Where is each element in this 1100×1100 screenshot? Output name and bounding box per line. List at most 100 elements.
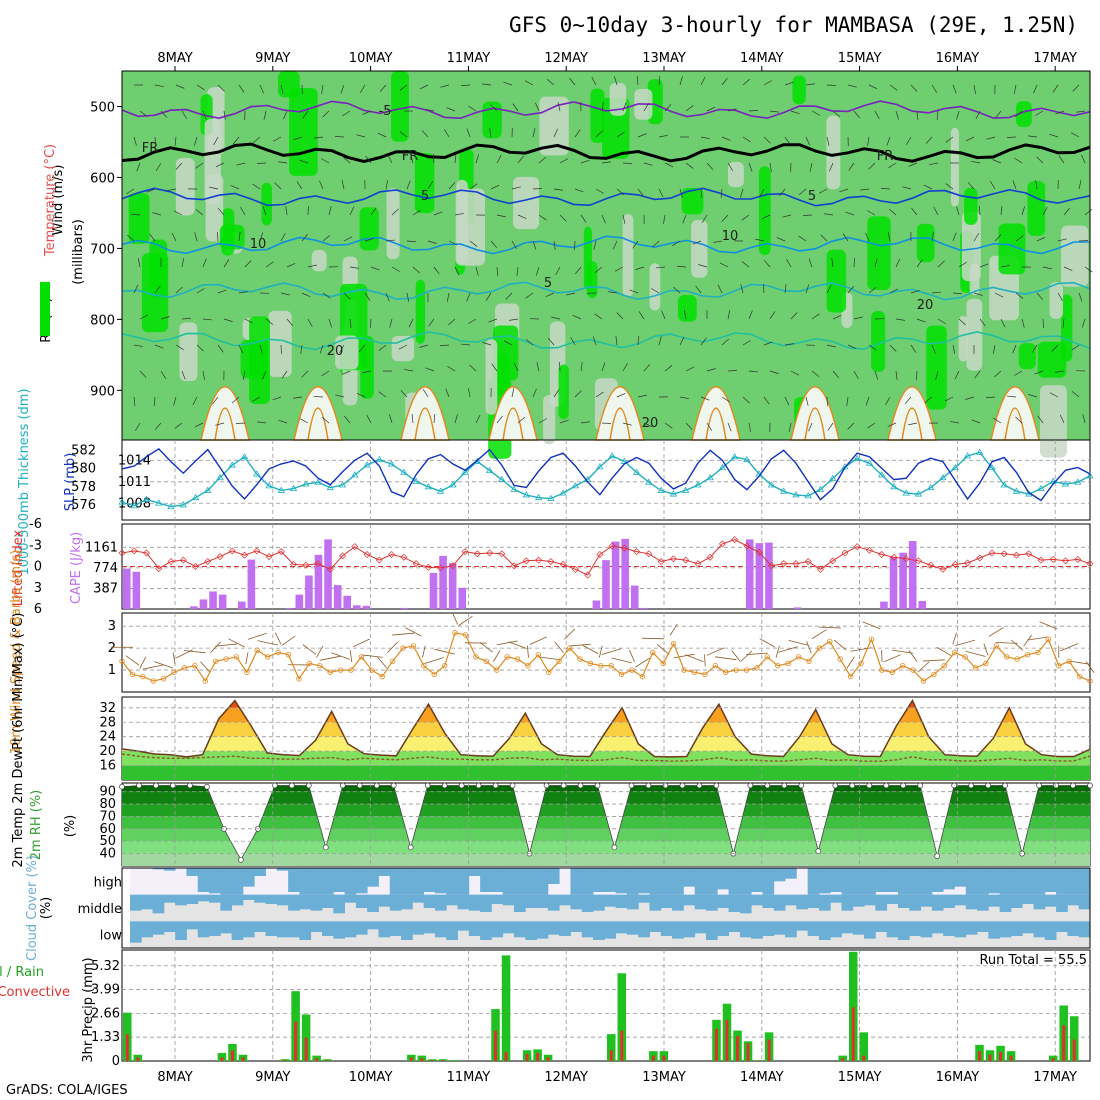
wind-barb	[808, 258, 813, 268]
thickness-marker	[914, 490, 923, 497]
precip-convective-bar	[241, 1057, 245, 1061]
wind-barb	[1051, 344, 1059, 352]
wind-barb	[321, 370, 330, 377]
wind-barb-10m	[377, 656, 388, 669]
wind-barb	[818, 188, 828, 194]
wind-barb	[244, 318, 254, 324]
wind-barb	[383, 110, 393, 114]
wind-barb	[259, 84, 264, 94]
wind-barb	[335, 394, 345, 398]
wind-barb	[319, 180, 324, 190]
rh-marker	[288, 782, 295, 789]
lifted-index-marker	[669, 555, 677, 563]
slp-tick-label: 1011	[118, 475, 151, 490]
wind-barb	[454, 266, 460, 276]
wind-speed-marker	[140, 673, 146, 680]
wind-barb	[1078, 292, 1083, 302]
wind-speed-marker	[473, 654, 479, 660]
wind-barb	[1028, 394, 1038, 398]
wind-barb	[238, 232, 241, 242]
wind-barb	[511, 186, 521, 190]
wind-barb	[425, 367, 435, 372]
precip-convective-bar	[1072, 1039, 1076, 1061]
wind-barb	[496, 154, 502, 164]
wind-barb-10m	[172, 652, 176, 665]
wind-barb-10m	[965, 650, 986, 657]
thickness-marker	[204, 486, 212, 493]
temperature-tick-label: 24	[99, 730, 116, 745]
wind-barb	[874, 370, 879, 380]
wind-barb	[832, 370, 840, 379]
cloud-cover-block	[683, 868, 696, 887]
wind-speed-marker	[504, 654, 510, 660]
cloud-cover-block	[412, 894, 425, 903]
wind-barb	[1012, 180, 1017, 190]
temperature-band	[122, 736, 1090, 752]
wind-barb	[910, 290, 920, 294]
wind-barb	[496, 266, 498, 277]
cloud-cover-block	[988, 868, 1001, 894]
lifted-index-marker	[620, 544, 628, 552]
wind-barb	[839, 188, 849, 193]
wind-barb	[643, 422, 653, 428]
wind-barb	[406, 240, 416, 243]
cloud-cover-block	[220, 868, 233, 895]
wind-barb	[340, 84, 345, 94]
wind-barb	[244, 260, 252, 268]
wind-barb-10m	[1027, 636, 1049, 641]
cloud-cover-block	[220, 894, 233, 911]
top-date-label: 12MAY	[544, 51, 588, 66]
wind-barb	[1049, 392, 1059, 398]
lifted-index-marker	[314, 560, 322, 568]
wind-speed-marker	[889, 669, 895, 675]
wind-barb	[280, 84, 284, 94]
cloud-cover-block	[423, 868, 436, 892]
wind-barb	[1070, 132, 1080, 138]
wind-barb-10m	[184, 650, 206, 654]
wind-barb	[444, 129, 450, 138]
wind-barb	[1013, 84, 1017, 94]
rh-patch	[867, 216, 891, 290]
cloud-layer-label: low	[100, 929, 123, 944]
wind-barb	[880, 188, 891, 190]
bottom-date-label: 14MAY	[740, 1070, 784, 1085]
rh-patch	[205, 174, 224, 242]
cloud-cover-block	[1067, 868, 1080, 895]
wind-barb	[978, 206, 981, 216]
thickness-marker	[216, 473, 224, 481]
thickness-marker	[522, 491, 531, 498]
wind-barb	[931, 344, 936, 354]
cloud-cover-block	[762, 921, 775, 936]
cloud-cover-block	[717, 894, 729, 908]
wind-barb	[559, 419, 569, 424]
wind-barb	[139, 314, 149, 320]
wind-barb	[831, 258, 834, 268]
wind-speed-marker	[847, 673, 854, 680]
wind-barb	[811, 110, 821, 116]
cloud-cover-block	[796, 894, 809, 910]
wind-barb	[695, 285, 702, 294]
wind-barb	[433, 266, 440, 275]
wind-speed-marker	[254, 647, 261, 654]
convective-plume	[200, 386, 250, 441]
wind-barb	[379, 84, 387, 92]
cloud-cover-block	[626, 921, 639, 935]
wind-barb	[265, 318, 274, 325]
wind-barb	[973, 84, 976, 94]
wind-barb	[847, 422, 855, 430]
precip-convective-bar	[504, 1052, 508, 1061]
wind-speed-marker	[993, 643, 1000, 649]
wind-barb	[847, 344, 857, 349]
convective-core	[414, 407, 436, 441]
slp-frame	[121, 439, 1091, 521]
cape-bar	[621, 538, 629, 609]
wind-speed-marker	[129, 671, 136, 678]
cloud-cover-block	[830, 894, 842, 903]
cloud-cover-block	[175, 894, 187, 906]
lifted-index-marker	[1025, 550, 1033, 558]
cloud-cover-block	[152, 868, 165, 870]
wind-barb	[721, 396, 730, 403]
wind-barb	[782, 214, 792, 218]
wind-barb	[853, 370, 859, 380]
isotherm-label: 10	[250, 237, 267, 252]
